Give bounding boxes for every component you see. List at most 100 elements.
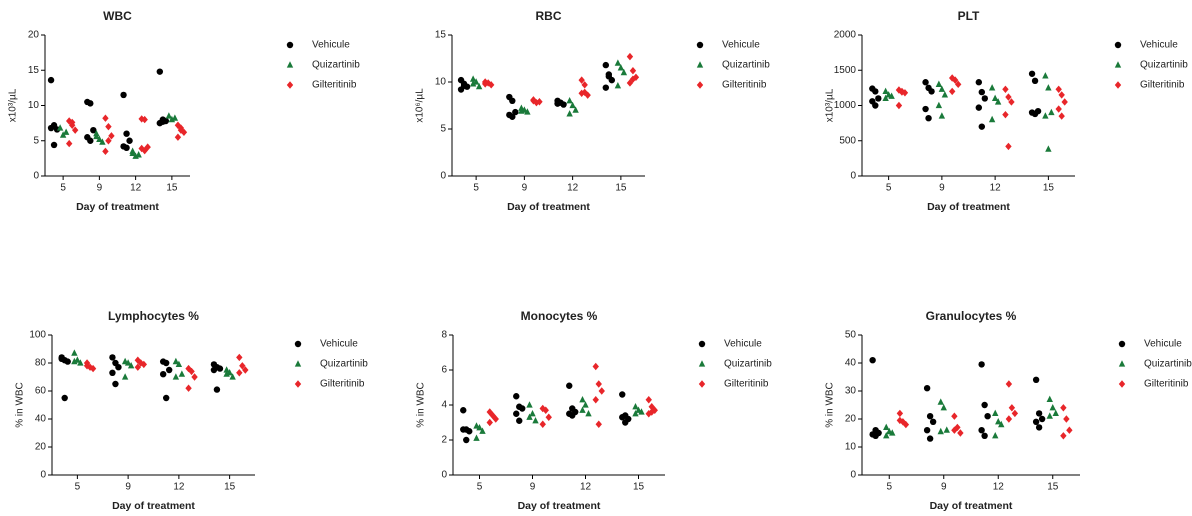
y-tick-label: 0 — [850, 470, 856, 481]
x-tick-label: 12 — [993, 482, 1005, 493]
y-tick-label: 1000 — [834, 100, 857, 111]
data-point — [174, 133, 182, 141]
data-point — [141, 115, 148, 124]
data-point — [614, 81, 622, 89]
data-point — [926, 413, 934, 420]
data-point — [981, 432, 988, 439]
data-point — [524, 108, 531, 115]
data-point — [1042, 72, 1049, 79]
data-point — [159, 371, 167, 378]
data-point — [242, 366, 249, 374]
data-point — [622, 419, 629, 426]
data-point — [177, 126, 185, 134]
data-point — [126, 137, 133, 144]
data-point — [1005, 142, 1012, 151]
data-point — [513, 410, 520, 417]
legend-label: Quizartinib — [724, 359, 772, 370]
y-axis-label: % in WBC — [15, 382, 26, 428]
data-point — [105, 137, 112, 145]
data-point — [87, 100, 94, 107]
data-point — [1031, 77, 1039, 85]
y-tick-label: 2000 — [834, 30, 857, 41]
data-point — [108, 132, 115, 140]
data-point — [569, 412, 576, 419]
data-point — [487, 81, 495, 89]
data-point — [102, 147, 109, 156]
data-point — [929, 418, 937, 425]
legend-label: Gilteritinib — [312, 80, 357, 91]
y-tick-label: 500 — [839, 135, 856, 146]
x-axis-label: Day of treatment — [112, 500, 195, 512]
data-point — [223, 370, 230, 377]
data-point — [466, 428, 473, 435]
data-point — [984, 413, 991, 420]
data-point — [185, 384, 192, 392]
data-point — [935, 101, 943, 109]
data-point — [882, 94, 889, 102]
data-point — [87, 137, 94, 144]
data-point — [509, 97, 516, 105]
data-point — [937, 398, 944, 405]
x-tick-label: 9 — [939, 183, 945, 194]
legend-marker — [294, 380, 302, 388]
data-point — [566, 110, 573, 117]
data-point — [992, 432, 999, 439]
x-tick-label: 9 — [941, 482, 947, 493]
legend-marker — [696, 41, 704, 49]
chart-title: Granulocytes % — [926, 309, 1017, 323]
data-point — [595, 380, 602, 388]
data-point — [71, 126, 79, 134]
x-tick-label: 5 — [886, 183, 892, 194]
data-point — [1032, 376, 1040, 383]
data-point — [90, 126, 97, 134]
data-point — [532, 416, 539, 424]
data-point — [112, 380, 119, 388]
data-point — [174, 121, 182, 129]
data-point — [1008, 98, 1015, 106]
data-point — [1066, 426, 1073, 434]
data-point — [948, 87, 956, 96]
data-point — [898, 88, 906, 96]
data-point — [529, 409, 536, 417]
x-tick-label: 15 — [166, 183, 178, 194]
data-point — [50, 141, 58, 149]
x-tick-label: 15 — [615, 183, 627, 194]
x-tick-label: 15 — [633, 482, 645, 493]
data-point — [516, 417, 523, 424]
x-axis-label: Day of treatment — [927, 201, 1010, 213]
legend-marker — [1118, 360, 1126, 367]
data-point — [875, 95, 882, 102]
data-point — [978, 361, 985, 368]
data-point — [460, 426, 467, 433]
data-point — [1061, 98, 1068, 106]
legend-label: Gilteritinib — [722, 80, 767, 91]
y-tick-label: 20 — [28, 30, 40, 41]
legend-marker — [698, 340, 706, 348]
x-tick-label: 12 — [990, 183, 1002, 194]
data-point — [617, 64, 625, 71]
legend-label: Quizartinib — [1144, 359, 1192, 370]
y-tick-label: 15 — [435, 30, 447, 41]
data-point — [981, 401, 988, 409]
data-point — [1035, 424, 1043, 431]
data-point — [120, 91, 127, 99]
data-point — [191, 373, 198, 381]
y-tick-label: 30 — [845, 386, 857, 397]
data-point — [1005, 380, 1013, 388]
data-point — [941, 91, 949, 98]
y-tick-label: 0 — [33, 171, 39, 182]
data-point — [1046, 412, 1053, 419]
data-point — [1042, 112, 1049, 119]
data-point — [140, 360, 148, 369]
data-point — [178, 370, 186, 377]
data-point — [460, 82, 468, 89]
data-point — [872, 88, 879, 95]
data-point — [58, 354, 65, 361]
data-point — [121, 373, 129, 380]
data-point — [937, 427, 944, 435]
data-point — [582, 401, 589, 408]
data-point — [83, 362, 91, 370]
legend-label: Gilteritinib — [724, 379, 769, 390]
data-point — [888, 92, 895, 99]
x-tick-label: 5 — [75, 482, 81, 493]
